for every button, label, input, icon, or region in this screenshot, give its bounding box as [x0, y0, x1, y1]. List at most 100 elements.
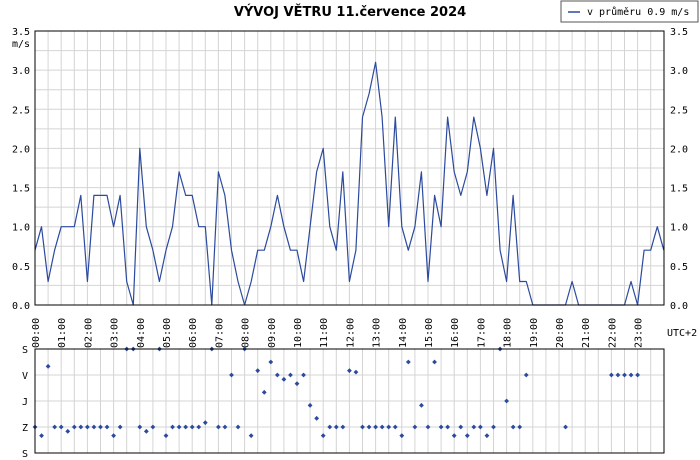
direction-point	[85, 424, 90, 430]
speed-x-tick: 22:00	[607, 318, 618, 348]
direction-point	[399, 433, 405, 439]
direction-point	[327, 424, 333, 430]
speed-y-tick-right: 0.0	[670, 301, 688, 312]
speed-y-tick-right: 2.5	[670, 105, 688, 116]
direction-point	[451, 433, 457, 439]
direction-point	[255, 368, 261, 374]
speed-y-tick-left: 0.5	[12, 262, 30, 273]
speed-x-tick: 16:00	[450, 318, 461, 348]
direction-point	[615, 372, 621, 378]
speed-x-tick: 14:00	[398, 318, 409, 348]
speed-x-tick: 08:00	[241, 318, 252, 348]
direction-y-tick: Z	[22, 423, 28, 434]
direction-point	[52, 424, 58, 430]
direction-point	[222, 424, 228, 430]
direction-point	[622, 372, 627, 378]
direction-grid	[35, 349, 664, 453]
speed-x-tick: 09:00	[267, 318, 278, 348]
direction-point	[268, 359, 274, 365]
direction-point	[196, 424, 202, 430]
direction-point	[111, 433, 116, 439]
direction-point	[425, 424, 431, 430]
direction-point	[366, 424, 372, 430]
direction-point	[183, 424, 189, 430]
direction-point	[65, 428, 71, 434]
direction-point	[464, 433, 470, 439]
speed-y-tick-left: 3.0	[12, 66, 30, 77]
direction-point	[412, 424, 418, 430]
direction-point	[248, 433, 254, 439]
direction-point	[360, 424, 365, 430]
direction-point	[150, 424, 156, 430]
direction-point	[628, 372, 634, 378]
direction-point	[78, 424, 84, 430]
direction-point	[563, 424, 568, 430]
direction-point	[635, 372, 640, 378]
speed-x-tick: 18:00	[503, 318, 514, 348]
speed-x-tick: 13:00	[372, 318, 383, 348]
direction-point	[314, 415, 320, 421]
speed-x-tick: 12:00	[345, 318, 356, 348]
direction-point	[163, 433, 169, 439]
direction-point	[45, 363, 51, 369]
direction-point	[517, 424, 523, 430]
speed-y-tick-left: 2.5	[12, 105, 30, 116]
legend: v průměru 0.9 m/s	[560, 0, 699, 23]
speed-x-tick: 06:00	[188, 318, 199, 348]
speed-y-tick-left: 0.0	[12, 301, 30, 312]
speed-x-tick: 11:00	[319, 318, 330, 348]
speed-y-tick-left: 1.5	[12, 184, 30, 195]
direction-point	[58, 424, 64, 430]
direction-point	[478, 424, 483, 430]
speed-x-tick: 19:00	[529, 318, 540, 348]
speed-plot-frame	[34, 30, 665, 306]
legend-box	[560, 0, 699, 23]
speed-y-ticks: 0.0 0.0 0.5 0.5 1.0 1.0 1.5 1.5 2.0 2.0 2.5 2.5 3.0 3…	[12, 27, 688, 312]
direction-point	[176, 424, 182, 430]
speed-x-tick: 10:00	[293, 318, 304, 348]
direction-y-ticks: S V J Z S	[22, 345, 28, 460]
direction-point	[419, 402, 424, 408]
speed-x-tick: 21:00	[581, 318, 592, 348]
direction-point	[39, 433, 44, 439]
direction-point	[405, 359, 411, 365]
direction-point	[137, 424, 143, 430]
direction-point	[320, 433, 326, 439]
speed-x-tick: 02:00	[83, 318, 94, 348]
direction-point	[307, 402, 313, 408]
direction-point	[491, 424, 496, 430]
speed-x-tick: 20:00	[555, 318, 566, 348]
direction-point	[301, 372, 306, 378]
speed-y-tick-right: 1.5	[670, 184, 688, 195]
direction-point	[504, 398, 509, 404]
direction-point	[294, 381, 300, 387]
direction-point	[235, 424, 241, 430]
speed-x-tick: 15:00	[424, 318, 435, 348]
speed-y-tick-right: 3.0	[670, 66, 688, 77]
direction-y-tick: S	[22, 449, 28, 460]
speed-x-tick: 23:00	[634, 318, 645, 348]
speed-x-tick: 04:00	[136, 318, 147, 348]
direction-point	[274, 372, 280, 378]
speed-y-tick-right: 3.5	[670, 27, 688, 38]
direction-point	[373, 424, 378, 430]
direction-point	[288, 372, 293, 378]
speed-x-tick: 05:00	[162, 318, 173, 348]
speed-y-tick-right: 1.0	[670, 223, 688, 234]
direction-point	[609, 372, 614, 378]
speed-x-tick: 07:00	[214, 318, 225, 348]
speed-grid	[35, 31, 664, 305]
direction-point	[432, 359, 437, 365]
speed-x-tick: 00:00	[31, 318, 42, 348]
speed-x-ticks: 00:00 01:00 02:00 03:00 04:00 05:00 06:00 07:00…	[31, 318, 645, 348]
direction-point	[261, 389, 267, 395]
direction-points	[32, 346, 640, 439]
speed-y-tick-right: 2.0	[670, 144, 688, 155]
direction-point	[386, 424, 392, 430]
direction-point	[189, 424, 195, 430]
chart-title: VÝVOJ VĚTRU 11.července 2024	[234, 4, 466, 20]
direction-point	[170, 424, 175, 430]
direction-point	[484, 433, 490, 439]
direction-point	[71, 424, 77, 430]
